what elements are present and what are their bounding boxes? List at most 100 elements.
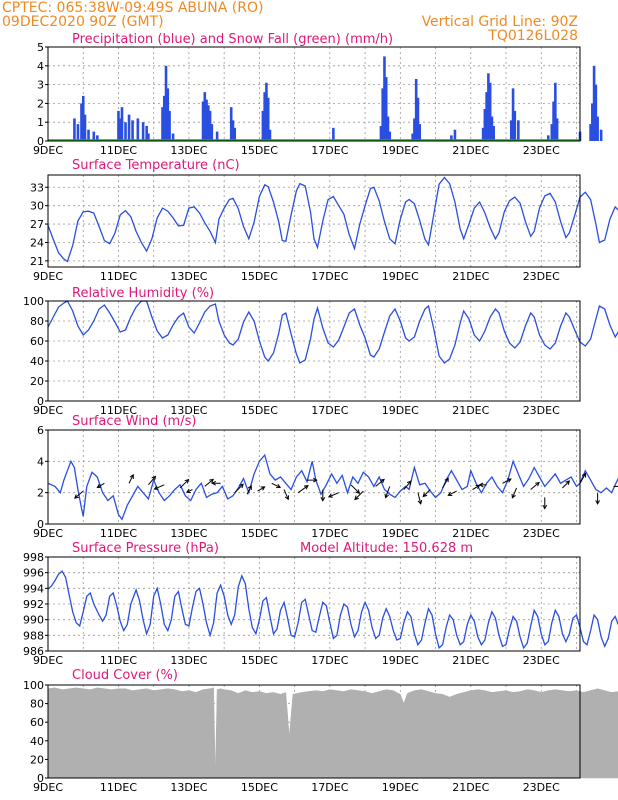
precip-bar [414,78,418,141]
wind-arrow-shaft [403,480,412,490]
pressure-y-tick-label: 996 [23,567,44,580]
wind-line [47,453,618,521]
cloud-area [47,687,618,779]
wind-arrow-head [406,480,412,486]
temperature-x-tick-label: 19DEC [382,270,419,283]
precip-bar [589,124,592,141]
cloud-x-tick-label: 9DEC [33,781,63,794]
wind-arrow-head [417,499,423,505]
wind-arrow-head [380,478,385,484]
precip-bar [215,131,219,141]
wind-arrow-shaft [530,482,540,490]
wind-x-tick-label: 17DEC [311,527,348,540]
precip-bar [233,127,237,141]
precip-bar [487,73,490,141]
precip-bar [481,127,485,141]
precip-bar [141,122,145,141]
precip-x-tick-label: 17DEC [311,144,348,157]
humidity-x-tick-label: 13DEC [170,404,207,417]
precip-bar [485,92,488,141]
wind-arrow-shaft [417,492,422,504]
temperature-x-tick-label: 13DEC [170,270,207,283]
precip-bar [266,97,270,141]
precip-bar [83,114,87,141]
wind-y-tick-label: 4 [37,455,44,468]
wind-arrow-shaft [271,482,281,488]
wind-y-tick-label: 2 [37,487,44,500]
precip-bar [164,65,168,141]
precip-bar [450,135,453,141]
wind-arrow-shaft [442,477,449,489]
wind-arrow-head [327,493,333,498]
wind-arrow-head [184,478,190,484]
precip-bar [81,95,85,141]
precip-bar [509,120,513,141]
temperature-y-ticks: 21 24 27 30 33 [30,181,48,268]
precip-y-tick-label: 2 [37,97,44,110]
wind-arrow-head [354,495,359,501]
precip-bar [418,124,421,141]
precip-bar [517,120,520,141]
precip-bar [131,120,134,141]
precip-bar [76,124,80,141]
precip-bar [96,135,99,141]
wind-arrow-head [303,485,309,490]
precip-bar [207,105,210,141]
header-grid-note: Vertical Grid Line: 90Z [422,14,578,30]
wind-x-ticks: 9DEC 11DEC 13DEC 15DEC 17DEC 19DEC 21DEC 23DEC [33,527,560,540]
wind-arrow-head [185,488,191,493]
precip-x-ticks: 9DEC 11DEC 13DEC 15DEC 17DEC 19DEC 21DEC 23DEC [33,144,560,157]
wind-arrow-shaft [283,489,289,500]
precip-bar [379,125,383,141]
wind-y-ticks: 0 2 4 6 [37,424,48,531]
wind-arrow-shaft [257,486,265,492]
pressure-series [47,570,618,650]
pressure-x-tick-label: 11DEC [100,654,137,667]
wind-arrow-shaft [472,484,480,490]
temperature-x-tick-label: 9DEC [33,270,63,283]
humidity-y-tick-label: 40 [30,355,44,368]
pressure-x-ticks: 9DEC 11DEC 13DEC 15DEC 17DEC 19DEC 21DEC 23DEC [33,654,560,667]
wind-arrow-head [247,484,252,490]
precip-bar [592,65,596,141]
precip-bar [203,92,207,141]
temperature-x-tick-label: 15DEC [241,270,278,283]
temperature-frame [47,174,581,268]
wind-arrow-head [151,475,157,481]
precip-bar [546,135,550,141]
wind-arrow-head [581,472,587,478]
wind-series [47,453,618,521]
precip-bar [80,103,83,141]
precip-bar [483,109,487,141]
wind-arrow-shaft [375,479,385,487]
wind-arrow-head [284,495,290,501]
wind-arrow-shaft [148,476,156,486]
temperature-grid [48,175,580,267]
humidity-x-ticks: 9DEC 11DEC 13DEC 15DEC 17DEC 19DEC 21DEC 23DEC [33,404,560,417]
precip-bar [87,129,90,141]
precip-y-tick-label: 0 [37,135,44,148]
wind-x-tick-label: 9DEC [33,527,63,540]
precip-bar [161,107,164,141]
wind-grid [48,430,580,524]
wind-arrow-head [96,483,102,489]
temperature-x-tick-label: 11DEC [100,270,137,283]
cloud-x-tick-label: 23DEC [523,781,560,794]
pressure-x-tick-label: 17DEC [311,654,348,667]
cloud-y-ticks: 0 20 40 60 80 100 [23,679,48,785]
pressure-y-ticks: 986 988 990 992 994 996 998 [23,551,48,658]
precip-bar [145,125,148,141]
wind-arrow-shaft [246,485,252,495]
precip-x-tick-label: 13DEC [170,144,207,157]
wind-arrow-shaft [74,490,84,499]
wind-arrow-head [260,486,266,491]
wind-title: Surface Wind (m/s) [72,414,196,429]
pressure-line [47,570,618,650]
pressure-y-tick-label: 988 [23,629,44,642]
wind-arrow-shaft [186,489,193,493]
wind-arrow-shaft [562,480,570,489]
precip-bar [591,103,594,141]
precip-title: Precipitation (blue) and Snow Fall (gree… [72,32,393,47]
precip-y-tick-label: 1 [37,116,44,129]
